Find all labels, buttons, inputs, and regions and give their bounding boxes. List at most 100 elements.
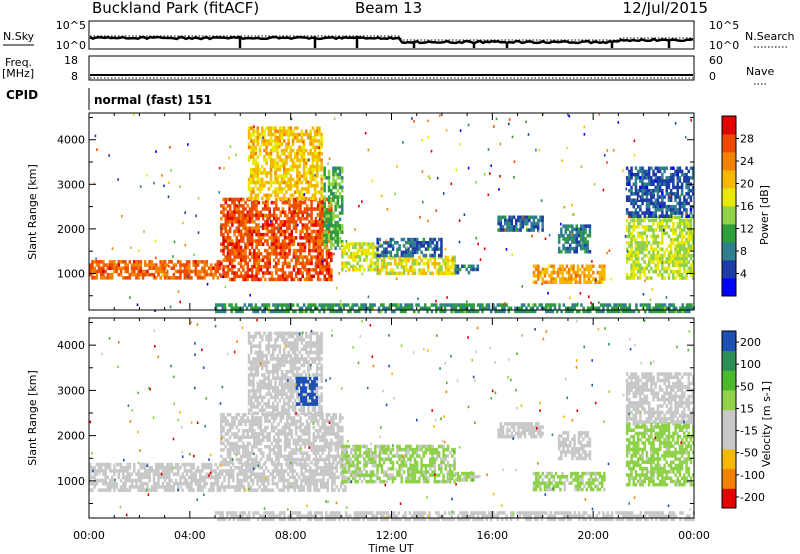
data-cell bbox=[276, 145, 279, 150]
data-cell bbox=[102, 478, 105, 483]
data-cell bbox=[288, 236, 291, 240]
data-cell bbox=[440, 247, 443, 251]
data-cell bbox=[332, 227, 335, 231]
data-cell bbox=[532, 215, 536, 219]
data-cell bbox=[167, 195, 170, 199]
data-cell bbox=[650, 195, 653, 199]
data-cell bbox=[689, 188, 693, 193]
data-cell bbox=[376, 271, 379, 276]
data-cell bbox=[313, 469, 316, 473]
data-cell bbox=[218, 266, 222, 270]
data-cell bbox=[227, 472, 231, 476]
data-cell bbox=[579, 237, 583, 241]
data-cell bbox=[255, 261, 258, 266]
data-cell bbox=[334, 236, 337, 241]
data-cell bbox=[181, 269, 184, 274]
data-cell bbox=[678, 225, 682, 229]
data-cell bbox=[299, 216, 302, 221]
data-cell bbox=[313, 190, 317, 194]
data-cell bbox=[661, 266, 664, 271]
data-cell bbox=[258, 168, 262, 172]
data-cell bbox=[276, 129, 279, 134]
data-cell bbox=[634, 266, 638, 271]
data-cell bbox=[220, 438, 223, 443]
data-cell bbox=[126, 478, 129, 483]
data-cell bbox=[628, 211, 631, 215]
data-cell bbox=[342, 488, 345, 492]
data-cell bbox=[253, 261, 256, 266]
data-cell bbox=[406, 246, 408, 249]
data-cell bbox=[405, 258, 408, 263]
data-cell bbox=[244, 248, 247, 253]
data-cell bbox=[321, 207, 324, 211]
data-cell bbox=[639, 198, 642, 202]
data-cell bbox=[320, 139, 323, 143]
data-cell bbox=[290, 117, 293, 121]
data-cell bbox=[691, 237, 695, 242]
data-cell bbox=[244, 413, 247, 417]
data-cell bbox=[494, 309, 497, 314]
data-cell bbox=[650, 260, 653, 264]
data-cell bbox=[459, 129, 462, 132]
data-cell bbox=[562, 234, 565, 238]
data-cell bbox=[325, 258, 329, 262]
data-cell bbox=[378, 255, 382, 260]
data-cell bbox=[586, 309, 590, 314]
data-cell bbox=[177, 466, 180, 470]
data-cell bbox=[556, 309, 559, 314]
data-cell bbox=[203, 466, 206, 470]
data-cell bbox=[283, 258, 287, 262]
data-cell bbox=[302, 187, 306, 191]
data-cell bbox=[331, 462, 334, 467]
data-cell bbox=[332, 172, 335, 177]
data-cell bbox=[289, 155, 293, 159]
data-cell bbox=[527, 309, 530, 314]
data-cell bbox=[454, 309, 458, 314]
data-cell bbox=[319, 242, 322, 246]
data-cell bbox=[247, 136, 251, 140]
data-cell bbox=[327, 198, 331, 202]
data-cell bbox=[239, 457, 243, 462]
data-cell bbox=[252, 132, 255, 137]
data-cell bbox=[654, 208, 657, 212]
data-cell bbox=[650, 228, 653, 232]
data-cell bbox=[320, 187, 323, 191]
data-cell bbox=[444, 248, 447, 251]
data-cell bbox=[290, 236, 293, 240]
data-cell bbox=[190, 269, 193, 274]
data-cell bbox=[307, 132, 310, 137]
data-cell bbox=[268, 261, 271, 266]
data-cell bbox=[277, 236, 280, 240]
data-cell bbox=[311, 475, 314, 480]
data-cell bbox=[190, 475, 193, 480]
data-cell bbox=[302, 472, 305, 476]
data-cell bbox=[454, 306, 458, 310]
data-cell bbox=[248, 425, 252, 430]
data-cell bbox=[283, 158, 286, 162]
data-cell bbox=[334, 246, 337, 250]
data-cell bbox=[286, 245, 289, 250]
data-cell bbox=[261, 126, 264, 130]
data-cell bbox=[332, 198, 335, 202]
data-cell bbox=[100, 269, 103, 274]
data-cell bbox=[355, 303, 359, 307]
data-cell bbox=[250, 236, 254, 240]
data-cell bbox=[665, 257, 668, 261]
data-cell bbox=[391, 247, 395, 251]
data-cell bbox=[301, 210, 304, 214]
data-cell bbox=[192, 260, 195, 264]
data-cell bbox=[150, 485, 154, 489]
data-cell bbox=[231, 216, 234, 221]
data-cell bbox=[639, 218, 642, 223]
data-cell bbox=[503, 303, 506, 307]
data-cell bbox=[656, 241, 660, 245]
data-cell bbox=[152, 272, 156, 277]
data-cell bbox=[119, 269, 123, 274]
data-cell bbox=[331, 309, 335, 314]
data-cell bbox=[290, 243, 293, 247]
data-cell bbox=[163, 184, 165, 188]
data-cell bbox=[589, 280, 593, 284]
data-cell bbox=[641, 169, 644, 174]
data-cell bbox=[385, 262, 388, 266]
data-cell bbox=[406, 306, 409, 310]
